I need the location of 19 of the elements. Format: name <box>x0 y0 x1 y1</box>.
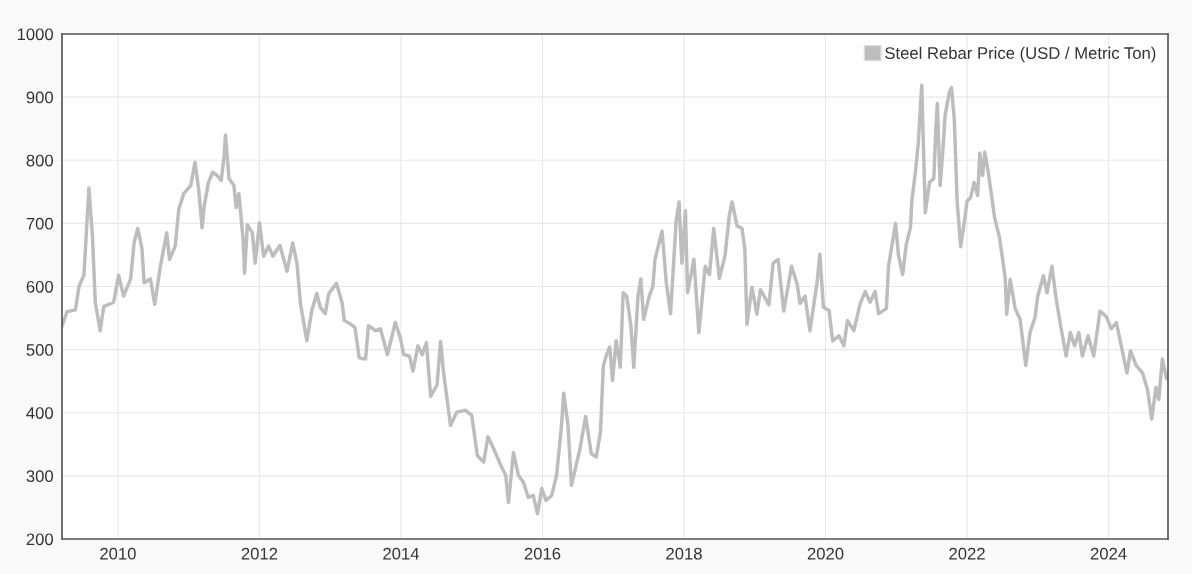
y-tick-label: 900 <box>26 91 54 104</box>
x-tick-label: 2010 <box>100 547 136 560</box>
x-tick-label: 2022 <box>949 547 985 560</box>
y-tick-label: 200 <box>26 533 54 546</box>
y-tick-label: 500 <box>26 344 54 356</box>
y-tick-label: 400 <box>26 407 54 419</box>
y-tick-label: 300 <box>26 470 54 483</box>
x-tick-label: 2012 <box>241 547 278 560</box>
x-tick-label: 2020 <box>807 547 844 560</box>
y-tick-label: 700 <box>26 217 54 230</box>
y-tick-label: 600 <box>26 280 54 293</box>
x-tick-label: 2014 <box>383 547 419 560</box>
legend-label: Steel Rebar Price (USD / Metric Ton) <box>885 46 1156 63</box>
line-series <box>62 83 1168 516</box>
x-tick-label: 2018 <box>666 547 702 560</box>
x-tick-label: 2024 <box>1090 547 1127 560</box>
x-tick-label: 2016 <box>524 547 561 560</box>
y-tick-label: 800 <box>26 154 54 167</box>
y-tick-label: 1000 <box>17 28 54 41</box>
